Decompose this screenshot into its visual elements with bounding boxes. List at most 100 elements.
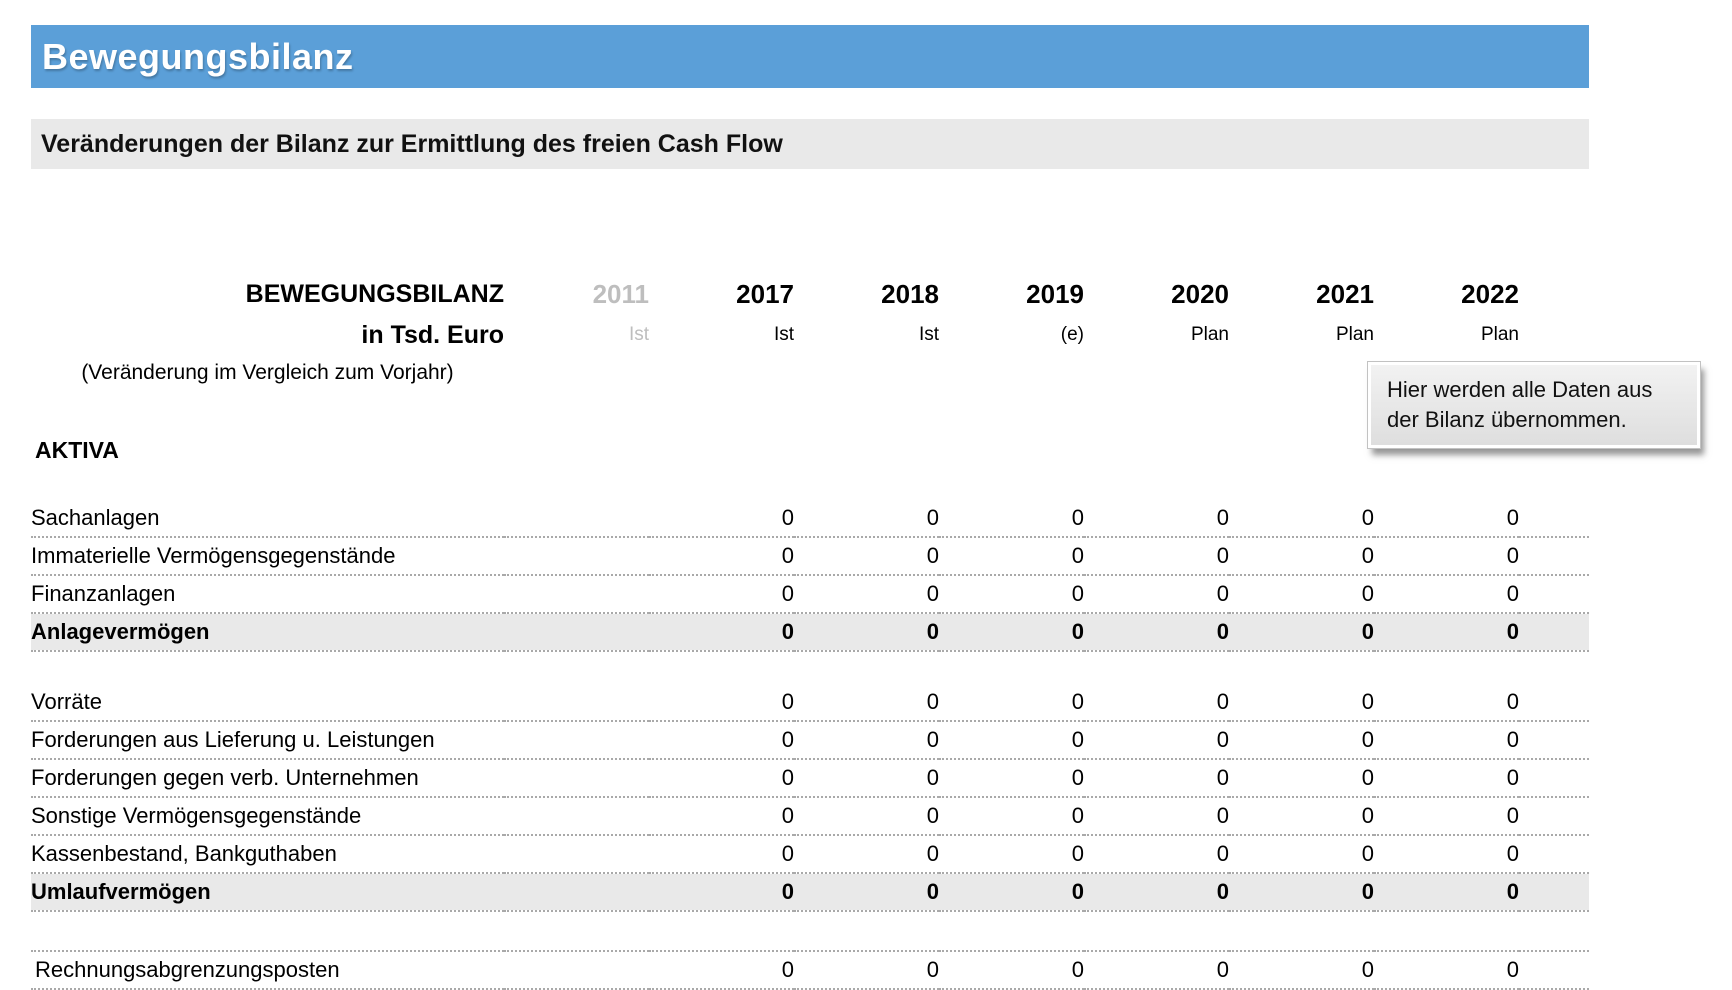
cell-2017[interactable]: 0 bbox=[649, 613, 794, 652]
cell-2019[interactable]: 0 bbox=[939, 500, 1084, 538]
cell-2022[interactable]: 0 bbox=[1374, 575, 1519, 614]
spacer-row bbox=[31, 911, 1589, 952]
cell-2021[interactable]: 0 bbox=[1229, 759, 1374, 798]
cell-2020[interactable]: 0 bbox=[1084, 759, 1229, 798]
cell-2017[interactable]: 0 bbox=[649, 951, 794, 990]
cell-2017[interactable]: 0 bbox=[649, 759, 794, 798]
cell-2020[interactable]: 0 bbox=[1084, 613, 1229, 652]
filler-cell bbox=[1519, 797, 1589, 836]
title-bar: Bewegungsbilanz bbox=[31, 25, 1589, 88]
cell-2021[interactable]: 0 bbox=[1229, 873, 1374, 912]
empty-cell bbox=[649, 354, 794, 392]
cell-2011[interactable] bbox=[504, 500, 649, 538]
filler-cell bbox=[1519, 500, 1589, 538]
cell-2020[interactable]: 0 bbox=[1084, 721, 1229, 760]
table-row: Sonstige Vermögensgegenstände 0 0 0 0 0 0 bbox=[31, 797, 1589, 836]
cell-2021[interactable]: 0 bbox=[1229, 575, 1374, 614]
cell-2011[interactable] bbox=[504, 575, 649, 614]
cell-2021[interactable]: 0 bbox=[1229, 537, 1374, 576]
filler-cell bbox=[1519, 537, 1589, 576]
cell-2020[interactable]: 0 bbox=[1084, 835, 1229, 874]
year-header: 2021 bbox=[1316, 278, 1374, 309]
cell-2022[interactable]: 0 bbox=[1374, 721, 1519, 760]
cell-2020[interactable]: 0 bbox=[1084, 684, 1229, 722]
cell-2022[interactable]: 0 bbox=[1374, 835, 1519, 874]
cell-2022[interactable]: 0 bbox=[1374, 759, 1519, 798]
spacer-cell bbox=[31, 911, 1589, 952]
cell-2018[interactable]: 0 bbox=[794, 613, 939, 652]
cell-2019[interactable]: 0 bbox=[939, 721, 1084, 760]
comment-note-text: Hier werden alle Daten aus der Bilanz üb… bbox=[1387, 377, 1653, 432]
cell-2021[interactable]: 0 bbox=[1229, 684, 1374, 722]
cell-2011[interactable] bbox=[504, 613, 649, 652]
cell-2017[interactable]: 0 bbox=[649, 797, 794, 836]
cell-2019[interactable]: 0 bbox=[939, 613, 1084, 652]
cell-2011[interactable] bbox=[504, 797, 649, 836]
cell-2019[interactable]: 0 bbox=[939, 797, 1084, 836]
cell-2011[interactable] bbox=[504, 951, 649, 990]
table-row: Vorräte 0 0 0 0 0 0 bbox=[31, 684, 1589, 722]
cell-2021[interactable]: 0 bbox=[1229, 613, 1374, 652]
status-label: Ist bbox=[918, 324, 939, 345]
cell-2022[interactable]: 0 bbox=[1374, 613, 1519, 652]
cell-2018[interactable]: 0 bbox=[794, 684, 939, 722]
cell-2011[interactable] bbox=[504, 721, 649, 760]
cell-2011[interactable] bbox=[504, 873, 649, 912]
cell-2020[interactable]: 0 bbox=[1084, 575, 1229, 614]
cell-2020[interactable]: 0 bbox=[1084, 797, 1229, 836]
cell-2019[interactable]: 0 bbox=[939, 684, 1084, 722]
cell-2022[interactable]: 0 bbox=[1374, 873, 1519, 912]
cell-2019[interactable]: 0 bbox=[939, 759, 1084, 798]
cell-2017[interactable]: 0 bbox=[649, 721, 794, 760]
status-label: Ist bbox=[628, 324, 649, 345]
cell-2021[interactable]: 0 bbox=[1229, 835, 1374, 874]
cell-2018[interactable]: 0 bbox=[794, 537, 939, 576]
cell-2011[interactable] bbox=[504, 759, 649, 798]
year-header: 2017 bbox=[736, 278, 794, 309]
cell-2020[interactable]: 0 bbox=[1084, 537, 1229, 576]
cell-2022[interactable]: 0 bbox=[1374, 797, 1519, 836]
cell-2011[interactable] bbox=[504, 835, 649, 874]
cell-2017[interactable]: 0 bbox=[649, 575, 794, 614]
cell-2018[interactable]: 0 bbox=[794, 835, 939, 874]
cell-2020[interactable]: 0 bbox=[1084, 873, 1229, 912]
cell-2018[interactable]: 0 bbox=[794, 759, 939, 798]
cell-2011[interactable] bbox=[504, 684, 649, 722]
cell-2018[interactable]: 0 bbox=[794, 873, 939, 912]
row-label: Finanzanlagen bbox=[31, 575, 504, 614]
cell-2018[interactable]: 0 bbox=[794, 575, 939, 614]
filler-cell bbox=[1519, 575, 1589, 614]
cell-2017[interactable]: 0 bbox=[649, 684, 794, 722]
section-title: AKTIVA bbox=[35, 436, 119, 463]
cell-2017[interactable]: 0 bbox=[649, 537, 794, 576]
cell-2019[interactable]: 0 bbox=[939, 873, 1084, 912]
cell-2018[interactable]: 0 bbox=[794, 797, 939, 836]
cell-2019[interactable]: 0 bbox=[939, 575, 1084, 614]
cell-2018[interactable]: 0 bbox=[794, 500, 939, 538]
cell-2017[interactable]: 0 bbox=[649, 500, 794, 538]
cell-2019[interactable]: 0 bbox=[939, 951, 1084, 990]
cell-2017[interactable]: 0 bbox=[649, 873, 794, 912]
cell-2021[interactable]: 0 bbox=[1229, 721, 1374, 760]
cell-2020[interactable]: 0 bbox=[1084, 500, 1229, 538]
cell-2011[interactable] bbox=[504, 537, 649, 576]
table-name: BEWEGUNGSBILANZ bbox=[245, 279, 504, 308]
cell-2022[interactable]: 0 bbox=[1374, 951, 1519, 990]
subtitle-bar: Veränderungen der Bilanz zur Ermittlung … bbox=[31, 119, 1589, 169]
cell-2019[interactable]: 0 bbox=[939, 835, 1084, 874]
cell-2021[interactable]: 0 bbox=[1229, 797, 1374, 836]
cell-2017[interactable]: 0 bbox=[649, 835, 794, 874]
cell-2022[interactable]: 0 bbox=[1374, 537, 1519, 576]
cell-2018[interactable]: 0 bbox=[794, 721, 939, 760]
status-label: Ist bbox=[773, 324, 794, 345]
cell-2022[interactable]: 0 bbox=[1374, 684, 1519, 722]
spacer-row bbox=[31, 470, 1589, 500]
cell-2021[interactable]: 0 bbox=[1229, 500, 1374, 538]
cell-2019[interactable]: 0 bbox=[939, 537, 1084, 576]
row-label: Sachanlagen bbox=[31, 500, 504, 538]
cell-2021[interactable]: 0 bbox=[1229, 951, 1374, 990]
table-row: Immaterielle Vermögensgegenstände 0 0 0 0 0 0 bbox=[31, 537, 1589, 576]
cell-2020[interactable]: 0 bbox=[1084, 951, 1229, 990]
cell-2018[interactable]: 0 bbox=[794, 951, 939, 990]
cell-2022[interactable]: 0 bbox=[1374, 500, 1519, 538]
